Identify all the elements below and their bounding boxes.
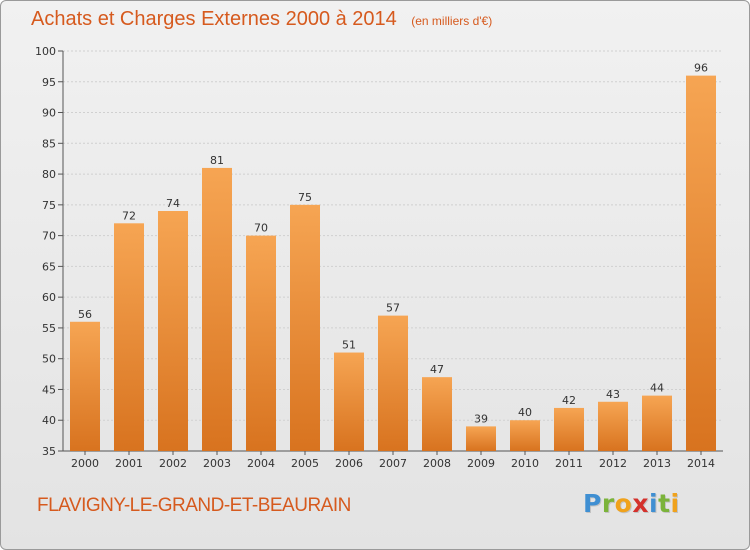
x-tick-label: 2004 (247, 457, 275, 470)
chart-title: Achats et Charges Externes 2000 à 2014 (31, 8, 397, 30)
logo-letter: t (658, 489, 671, 518)
data-label: 56 (78, 308, 92, 321)
proxiti-logo[interactable]: Proxiti (583, 489, 680, 518)
chart-subtitle: (en milliers d'€) (411, 14, 493, 28)
logo-letter: i (670, 489, 680, 518)
x-tick-label: 2003 (203, 457, 231, 470)
bar (114, 223, 144, 451)
data-labels: 56 72 74 81 70 75 51 57 47 39 40 42 43 44 96 (78, 62, 708, 426)
y-tick-label: 100 (35, 45, 56, 58)
data-label: 51 (342, 339, 356, 352)
bar (378, 315, 408, 451)
bar (686, 75, 716, 451)
x-tick-label: 2005 (291, 457, 319, 470)
bar (554, 407, 584, 451)
logo-letter: r (601, 489, 615, 518)
x-tick-label: 2012 (599, 457, 627, 470)
y-tick-label: 85 (42, 137, 56, 150)
y-tick-label: 90 (42, 107, 56, 120)
y-tick-label: 40 (42, 414, 56, 427)
data-label: 44 (650, 382, 664, 395)
data-label: 96 (694, 62, 708, 75)
x-tick-label: 2002 (159, 457, 187, 470)
x-tick-label: 2006 (335, 457, 363, 470)
x-tick-label: 2009 (467, 457, 495, 470)
data-label: 40 (518, 406, 532, 419)
y-tick-label: 70 (42, 230, 56, 243)
data-label: 43 (606, 388, 620, 401)
bars (70, 75, 716, 451)
x-tick-label: 2000 (71, 457, 99, 470)
data-label: 75 (298, 191, 312, 204)
commune-name: FLAVIGNY-LE-GRAND-ET-BEAURAIN (37, 495, 351, 516)
bar (246, 235, 276, 451)
logo-letter: i (649, 489, 659, 518)
y-tick-label: 65 (42, 260, 56, 273)
y-tick-label: 95 (42, 76, 56, 89)
y-tick-label: 45 (42, 383, 56, 396)
x-tick-label: 2007 (379, 457, 407, 470)
data-label: 70 (254, 222, 268, 235)
x-tick-label: 2014 (687, 457, 715, 470)
bar (422, 377, 452, 451)
logo-letter: o (614, 489, 633, 518)
bar (598, 401, 628, 451)
data-label: 72 (122, 209, 136, 222)
x-tick-label: 2008 (423, 457, 451, 470)
y-tick-label: 55 (42, 322, 56, 335)
bar (202, 167, 232, 451)
bar (334, 352, 364, 451)
bar (642, 395, 672, 451)
data-label: 47 (430, 363, 444, 376)
data-label: 57 (386, 302, 400, 315)
x-tick-label: 2011 (555, 457, 583, 470)
data-label: 39 (474, 412, 488, 425)
data-label: 42 (562, 394, 576, 407)
x-tick-label: 2001 (115, 457, 143, 470)
title-row: Achats et Charges Externes 2000 à 2014 (… (31, 8, 492, 31)
data-label: 81 (210, 154, 224, 167)
x-tick-label: 2010 (511, 457, 539, 470)
x-tick-label: 2013 (643, 457, 671, 470)
bar (510, 420, 540, 451)
bar (158, 211, 188, 451)
logo-letter: x (632, 489, 649, 518)
bar (466, 426, 496, 451)
y-tick-label: 80 (42, 168, 56, 181)
y-tick-label: 75 (42, 199, 56, 212)
y-tick-label: 60 (42, 291, 56, 304)
data-label: 74 (166, 197, 180, 210)
bar (70, 321, 100, 451)
bar (290, 204, 320, 451)
logo-letter: P (583, 489, 602, 518)
y-tick-label: 50 (42, 353, 56, 366)
y-tick-label: 35 (42, 445, 56, 458)
